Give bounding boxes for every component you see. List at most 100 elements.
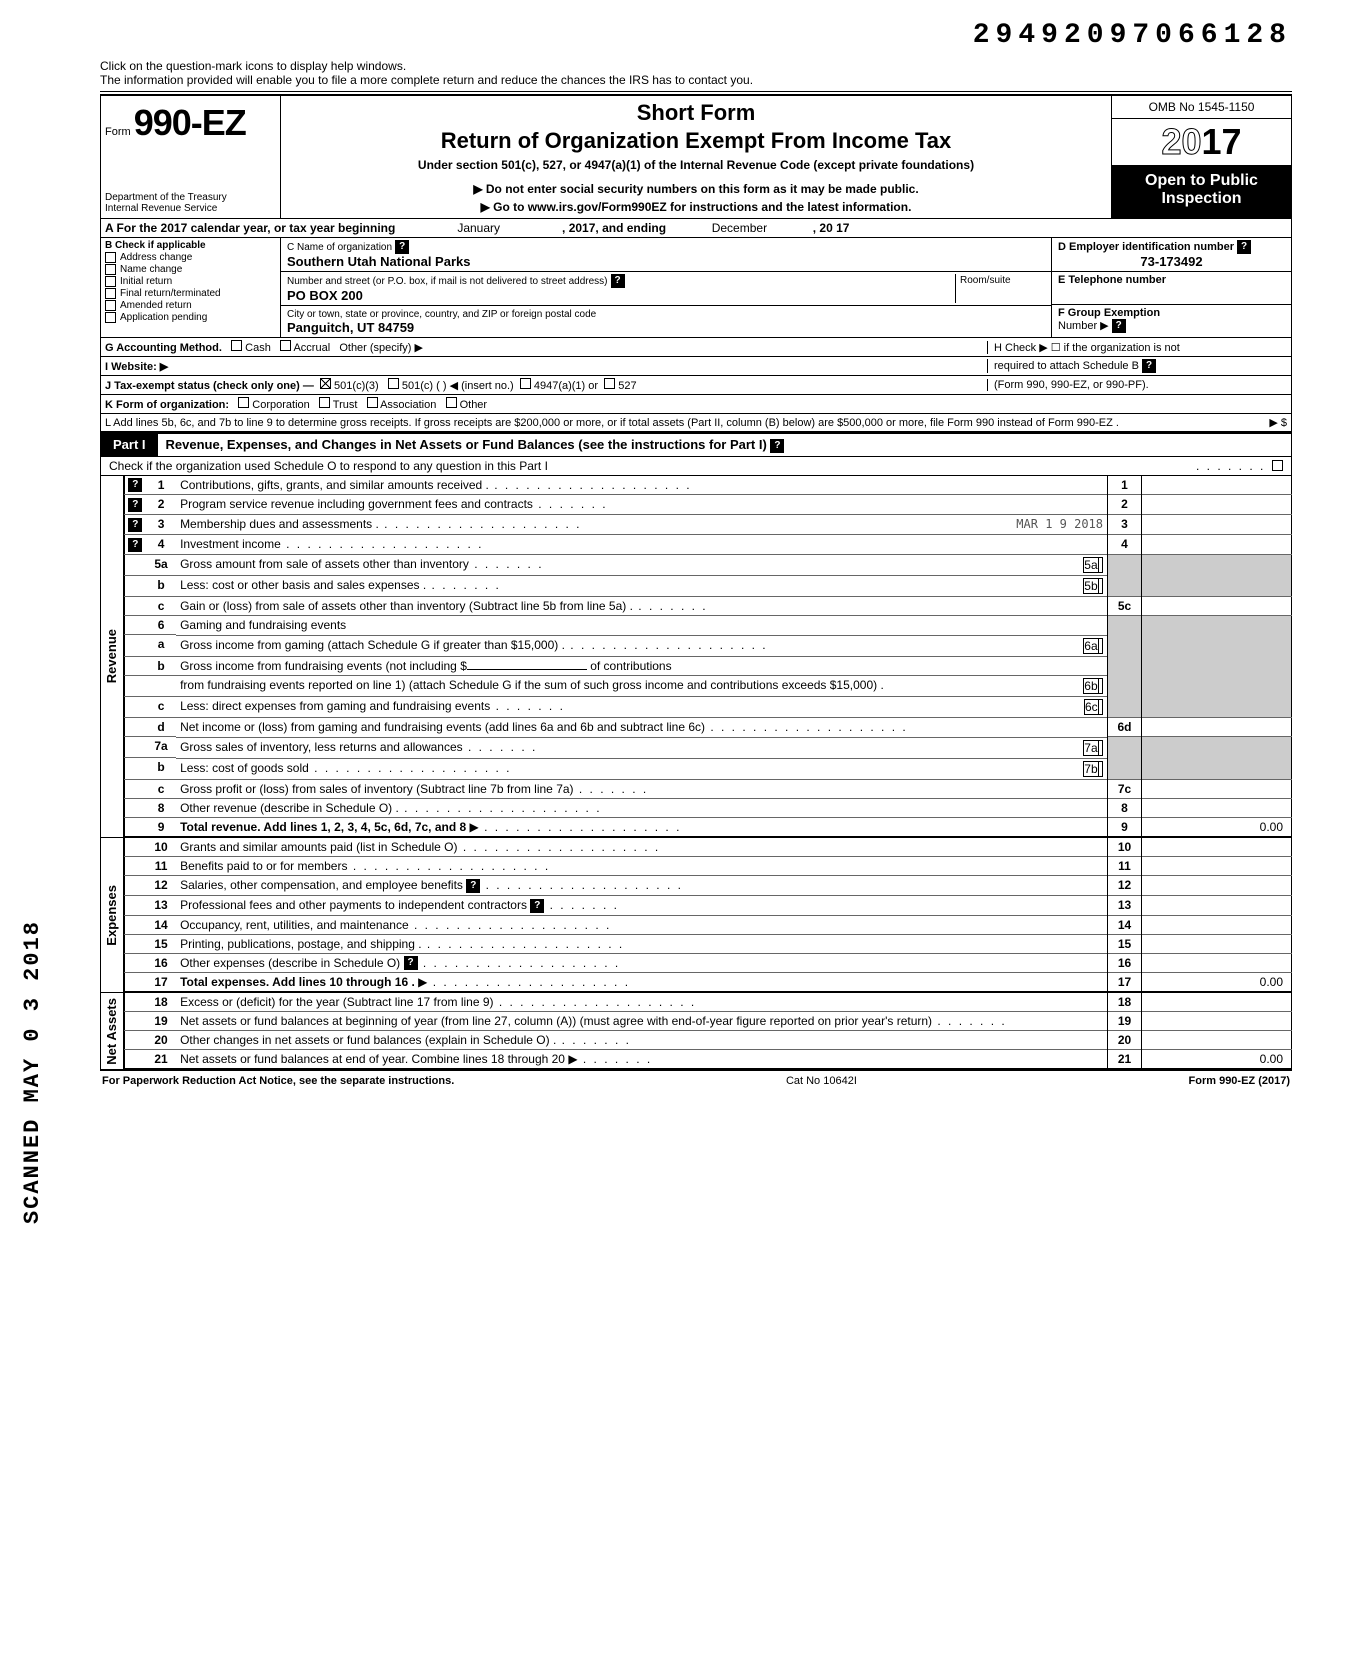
- help-icon[interactable]: ?: [530, 899, 544, 913]
- line-2-desc: Program service revenue including govern…: [176, 495, 1107, 515]
- footer-left: For Paperwork Reduction Act Notice, see …: [102, 1075, 454, 1087]
- b-item-3: Final return/terminated: [120, 288, 221, 299]
- chk-schedule-o[interactable]: [1272, 460, 1283, 471]
- chk-cash[interactable]: [231, 340, 242, 351]
- chk-application-pending[interactable]: [105, 312, 116, 323]
- line-7c-desc: Gross profit or (loss) from sales of inv…: [176, 779, 1107, 798]
- net-asset-lines: 18Excess or (deficit) for the year (Subt…: [124, 993, 1292, 1069]
- line-21-value: 0.00: [1142, 1050, 1292, 1069]
- g-opt-other: Other (specify) ▶: [339, 342, 423, 354]
- subnote-2: ▶ Go to www.irs.gov/Form990EZ for instru…: [289, 200, 1103, 214]
- form-prefix: Form: [105, 126, 131, 138]
- help-icon[interactable]: ?: [128, 478, 142, 492]
- chk-trust[interactable]: [319, 397, 330, 408]
- line-15-desc: Printing, publications, postage, and shi…: [176, 934, 1107, 953]
- l-text: L Add lines 5b, 6c, and 7b to line 9 to …: [105, 417, 1249, 429]
- form-number: 990-EZ: [134, 102, 246, 143]
- part-1-header: Part I Revenue, Expenses, and Changes in…: [100, 432, 1292, 457]
- help-icon[interactable]: ?: [1112, 319, 1126, 333]
- j-label: J Tax-exempt status (check only one) —: [105, 380, 314, 392]
- b-item-1: Name change: [120, 264, 182, 275]
- f-label: F Group Exemption: [1058, 307, 1160, 319]
- help-icon[interactable]: ?: [128, 498, 142, 512]
- return-title: Return of Organization Exempt From Incom…: [289, 128, 1103, 154]
- part-1-tab: Part I: [101, 434, 158, 456]
- c-label: C Name of organization: [287, 242, 392, 253]
- chk-address-change[interactable]: [105, 252, 116, 263]
- line-17-desc: Total expenses. Add lines 10 through 16 …: [180, 975, 415, 989]
- line-12-desc: Salaries, other compensation, and employ…: [180, 878, 463, 892]
- b-item-2: Initial return: [120, 276, 172, 287]
- line-7b-desc: Less: cost of goods sold: [180, 761, 1083, 777]
- help-icon[interactable]: ?: [128, 538, 142, 552]
- footer-right: Form 990-EZ (2017): [1189, 1075, 1290, 1087]
- j-opt-1: 501(c) ( ) ◀ (insert no.): [402, 380, 514, 392]
- line-5a-desc: Gross amount from sale of assets other t…: [180, 557, 1083, 573]
- chk-final-return[interactable]: [105, 288, 116, 299]
- h-label-1: H Check ▶ ☐ if the organization is not: [994, 342, 1180, 354]
- help-text-2: The information provided will enable you…: [100, 73, 1292, 87]
- chk-accrual[interactable]: [280, 340, 291, 351]
- side-expenses: Expenses: [104, 885, 119, 946]
- k-label: K Form of organization:: [105, 399, 229, 411]
- chk-527[interactable]: [604, 378, 615, 389]
- h-label-2: required to attach Schedule B: [994, 360, 1139, 372]
- f-label-2: Number ▶: [1058, 320, 1109, 332]
- help-icon[interactable]: ?: [1142, 359, 1156, 373]
- b-item-0: Address change: [120, 252, 192, 263]
- help-icon[interactable]: ?: [395, 240, 409, 254]
- row-a-tax-year: A For the 2017 calendar year, or tax yea…: [100, 219, 1292, 238]
- k-opt-1: Trust: [333, 399, 358, 411]
- side-revenue: Revenue: [104, 629, 119, 683]
- line-6c-desc: Less: direct expenses from gaming and fu…: [180, 699, 1084, 715]
- line-13-desc: Professional fees and other payments to …: [180, 898, 527, 912]
- footer-mid: Cat No 10642I: [786, 1075, 857, 1087]
- help-icon[interactable]: ?: [466, 879, 480, 893]
- line-4-desc: Investment income: [176, 535, 1107, 555]
- j-opt-0: 501(c)(3): [334, 380, 379, 392]
- dept-1: Department of the Treasury: [105, 192, 227, 203]
- d-label: D Employer identification number: [1058, 241, 1234, 253]
- chk-initial-return[interactable]: [105, 276, 116, 287]
- line-10-desc: Grants and similar amounts paid (list in…: [176, 838, 1107, 857]
- dln-number: 29492097066128: [100, 20, 1292, 51]
- side-net-assets: Net Assets: [104, 998, 119, 1065]
- j-opt-3: 527: [618, 380, 636, 392]
- line-5c-desc: Gain or (loss) from sale of assets other…: [176, 597, 1107, 616]
- chk-amended-return[interactable]: [105, 300, 116, 311]
- chk-501c[interactable]: [388, 378, 399, 389]
- chk-name-change[interactable]: [105, 264, 116, 275]
- chk-association[interactable]: [367, 397, 378, 408]
- help-icon[interactable]: ?: [404, 956, 418, 970]
- city-label: City or town, state or province, country…: [287, 309, 596, 320]
- entity-info-grid: B Check if applicable Address change Nam…: [100, 238, 1292, 338]
- form-header: Form 990-EZ Department of the Treasury I…: [100, 94, 1292, 219]
- b-item-5: Application pending: [120, 312, 207, 323]
- subnote-1: ▶ Do not enter social security numbers o…: [289, 182, 1103, 196]
- k-opt-2: Association: [380, 399, 436, 411]
- subtitle: Under section 501(c), 527, or 4947(a)(1)…: [289, 158, 1103, 172]
- help-icon[interactable]: ?: [1237, 240, 1251, 254]
- chk-4947[interactable]: [520, 378, 531, 389]
- help-icon[interactable]: ?: [128, 518, 142, 532]
- e-label: E Telephone number: [1058, 274, 1166, 286]
- line-16-desc: Other expenses (describe in Schedule O): [180, 956, 400, 970]
- chk-corporation[interactable]: [238, 397, 249, 408]
- help-icon[interactable]: ?: [611, 274, 625, 288]
- line-17-value: 0.00: [1142, 973, 1292, 992]
- line-5b-desc: Less: cost or other basis and sales expe…: [180, 578, 1083, 594]
- street-address: PO BOX 200: [287, 288, 363, 303]
- city-state-zip: Panguitch, UT 84759: [287, 320, 414, 335]
- chk-501c3[interactable]: [320, 378, 331, 389]
- org-name: Southern Utah National Parks: [287, 254, 470, 269]
- part-1-title: Revenue, Expenses, and Changes in Net As…: [166, 437, 767, 452]
- part-1-check-row: Check if the organization used Schedule …: [100, 457, 1292, 476]
- ein-value: 73-173492: [1058, 254, 1285, 269]
- g-label: G Accounting Method.: [105, 342, 222, 354]
- line-14-desc: Occupancy, rent, utilities, and maintena…: [176, 915, 1107, 934]
- revenue-lines: ?1Contributions, gifts, grants, and simi…: [124, 476, 1292, 837]
- help-icon[interactable]: ?: [770, 439, 784, 453]
- chk-other[interactable]: [446, 397, 457, 408]
- omb-number: OMB No 1545-1150: [1112, 96, 1291, 119]
- open-to-public: Open to Public Inspection: [1112, 166, 1291, 218]
